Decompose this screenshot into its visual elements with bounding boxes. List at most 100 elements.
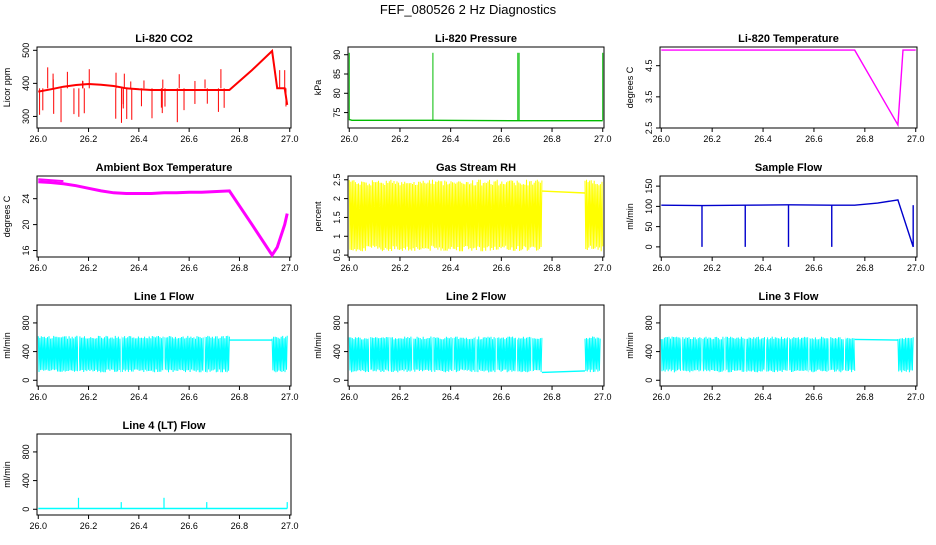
panel-title: Line 4 (LT) Flow <box>123 420 206 432</box>
x-tick-label: 27.0 <box>281 521 299 531</box>
x-tick-label: 26.4 <box>442 392 460 402</box>
panel-title: Ambient Box Temperature <box>96 162 233 174</box>
x-tick-label: 27.0 <box>281 134 299 144</box>
x-tick-label: 26.6 <box>180 263 198 273</box>
y-tick-label: 500 <box>21 43 31 58</box>
x-tick-label: 26.0 <box>29 263 47 273</box>
panel-sample: Sample Flow ml/min 26.0 26.2 26.4 26.6 26.8 27.… <box>625 162 924 273</box>
x-tick-label: 26.2 <box>80 392 98 402</box>
series-line <box>38 180 289 258</box>
y-tick-label: 4.5 <box>644 59 654 72</box>
y-tick-label: 2 <box>332 196 342 201</box>
y-axis-label: kPa <box>313 80 323 96</box>
y-axis-label: degrees C <box>625 66 635 108</box>
y-tick-label: 80 <box>332 88 342 98</box>
panel-title: Li-820 CO2 <box>135 33 192 45</box>
plot-frame <box>36 304 292 387</box>
x-tick-label: 26.0 <box>653 134 671 144</box>
x-tick-label: 26.6 <box>180 134 198 144</box>
x-tick-label: 27.0 <box>907 392 925 402</box>
y-tick-label: 400 <box>21 76 31 91</box>
x-tick-label: 26.4 <box>754 263 772 273</box>
series-line <box>349 118 603 122</box>
y-tick-label: 90 <box>332 50 342 60</box>
series-band <box>660 336 856 373</box>
x-tick-label: 26.0 <box>653 263 671 273</box>
x-tick-label: 26.8 <box>231 134 249 144</box>
x-tick-label: 26.0 <box>29 392 47 402</box>
panel-title: Line 2 Flow <box>446 291 506 303</box>
y-tick-label: 0 <box>21 507 31 512</box>
panel-title: Line 1 Flow <box>134 291 194 303</box>
y-tick-label: 50 <box>644 222 654 232</box>
y-axis-label: ml/min <box>313 332 323 359</box>
x-tick-label: 26.2 <box>391 263 409 273</box>
y-tick-label: 400 <box>21 473 31 488</box>
x-tick-label: 26.6 <box>493 263 511 273</box>
panel-rh: Gas Stream RH percent 26.0 26.2 26.4 26.6 26.8… <box>313 162 611 273</box>
plot-frame <box>659 46 918 129</box>
y-tick-label: 0 <box>21 378 31 383</box>
series-line <box>38 48 289 106</box>
x-tick-label: 26.6 <box>493 134 511 144</box>
x-tick-label: 26.0 <box>29 134 47 144</box>
x-tick-label: 26.6 <box>805 263 823 273</box>
y-tick-label: 0 <box>332 378 342 383</box>
plot-frame <box>36 46 292 129</box>
y-tick-label: 20 <box>21 220 31 230</box>
plot-frame <box>347 175 605 258</box>
x-tick-label: 26.4 <box>754 134 772 144</box>
y-tick-label: 2.5 <box>332 174 342 187</box>
series-line <box>854 338 898 341</box>
x-tick-label: 26.8 <box>231 392 249 402</box>
x-tick-label: 26.8 <box>543 392 561 402</box>
plot-frame <box>347 46 605 129</box>
series-band <box>584 336 601 373</box>
panel-title: Li-820 Temperature <box>738 33 839 45</box>
y-tick-label: 16 <box>21 246 31 256</box>
panel-temperature: Li-820 Temperature degrees C 26.0 26.2 26.4 2… <box>625 33 924 144</box>
x-tick-label: 27.0 <box>594 134 612 144</box>
x-tick-label: 26.2 <box>703 134 721 144</box>
y-axis-label: ml/min <box>625 332 635 359</box>
x-tick-label: 26.8 <box>856 392 874 402</box>
x-tick-label: 26.4 <box>442 263 460 273</box>
y-tick-label: 0 <box>644 378 654 383</box>
panel-co2: Li-820 CO2 Licor ppm 26.0 26.2 26.4 26.6 26.8 2… <box>2 33 299 144</box>
series-band <box>897 337 914 373</box>
x-tick-label: 26.8 <box>543 134 561 144</box>
y-axis-label: ml/min <box>2 332 12 359</box>
y-tick-label: 0 <box>644 244 654 249</box>
y-tick-label: 150 <box>644 179 654 194</box>
y-tick-label: 800 <box>332 315 342 330</box>
figure-title: FEF_080526 2 Hz Diagnostics <box>380 2 557 17</box>
y-tick-label: 85 <box>332 69 342 79</box>
y-axis-label: ml/min <box>2 461 12 488</box>
y-axis-label: degrees C <box>2 195 12 237</box>
panel-title: Sample Flow <box>755 162 823 174</box>
x-tick-label: 27.0 <box>907 134 925 144</box>
plot-frame <box>659 304 918 387</box>
x-tick-label: 26.8 <box>543 263 561 273</box>
x-tick-label: 26.2 <box>391 134 409 144</box>
x-tick-label: 26.2 <box>703 392 721 402</box>
y-axis-label: percent <box>313 201 323 232</box>
x-tick-label: 26.8 <box>231 521 249 531</box>
x-tick-label: 26.2 <box>391 392 409 402</box>
panel-pressure: Li-820 Pressure kPa 26.0 26.2 26.4 26.6 26.8 27… <box>313 33 611 144</box>
series-line <box>541 370 586 374</box>
x-tick-label: 26.4 <box>130 263 148 273</box>
series-band <box>348 336 543 373</box>
y-tick-label: 3.5 <box>644 91 654 104</box>
y-axis-label: ml/min <box>625 203 635 230</box>
x-tick-label: 27.0 <box>907 263 925 273</box>
x-tick-label: 26.8 <box>856 263 874 273</box>
plot-frame <box>659 175 918 258</box>
panel-ambient: Ambient Box Temperature degrees C 26.0 26.2… <box>2 162 299 273</box>
panel-title: Li-820 Pressure <box>435 33 517 45</box>
x-tick-label: 26.6 <box>805 134 823 144</box>
y-tick-label: 1 <box>332 234 342 239</box>
series-band <box>271 335 288 373</box>
series-band <box>37 335 230 373</box>
